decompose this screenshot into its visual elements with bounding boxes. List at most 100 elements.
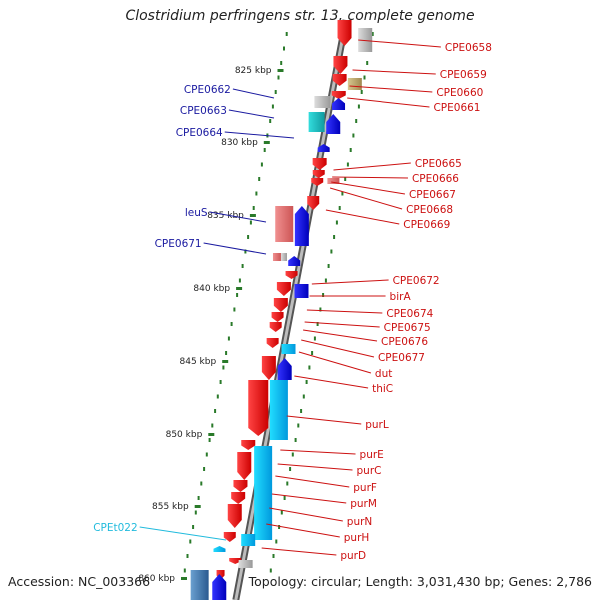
scale-tick-label: 850 kbp [166,430,203,440]
gene-label-cpe0677[interactable]: CPE0677 [378,352,425,364]
cds-reverse [241,440,256,450]
gc-dot [230,322,233,326]
scale-tick-mark [181,577,187,580]
gc-dot [313,336,316,341]
gc-dot [260,162,263,167]
cds-reverse [233,480,248,492]
gene-label-purf[interactable]: purF [353,482,377,494]
accession-text: Accession: NC_003366 [8,574,151,589]
rrna-cyan [254,446,273,540]
gc-dot [363,75,366,80]
gc-dot [319,307,322,312]
gene-label-purl[interactable]: purL [365,419,389,431]
gene-label-cpe0659-leader [352,69,436,75]
cds-gray [358,28,373,52]
gene-label-cpe0663[interactable]: CPE0663 [180,105,227,117]
gc-dot [283,496,286,500]
gene-label-cpe0658[interactable]: CPE0658 [445,42,492,54]
cds-gray [314,96,331,108]
cds-reverse [273,298,288,312]
cds-pink [272,253,281,261]
gene-label-cpe0676[interactable]: CPE0676 [381,336,428,348]
gene-labels: CPE0658 CPE0659 CPE0660 CPE0661 CPE0665 CPE06… [93,39,492,562]
gene-label-cpe0666[interactable]: CPE0666 [412,173,459,185]
gene-label-cpet022[interactable]: CPEt022 [93,522,137,534]
gene-label-cpe0672-leader [311,279,389,285]
trna-cyan [213,546,226,552]
feature-track [190,20,373,600]
gc-dot [189,539,192,544]
gene-label-bira[interactable]: birA [390,291,412,303]
gc-dot [275,539,278,544]
cds-reverse [223,532,236,542]
cds-reverse [276,282,291,296]
gene-label-cpe0671-leader [203,242,267,255]
scale-tick-mark [277,69,284,72]
gene-label-cpe0665[interactable]: CPE0665 [415,158,462,170]
cds-reverse [229,558,242,564]
cds-reverse [332,74,347,86]
gene-label-cpe0672[interactable]: CPE0672 [393,275,440,287]
gc-dot [183,568,186,573]
scale-tick-label: 840 kbp [193,284,230,294]
cds-cyan-box [281,344,296,354]
gene-label-purm[interactable]: purM [350,498,377,510]
gc-dot [280,510,283,515]
gene-label-cpe0664[interactable]: CPE0664 [176,127,223,139]
gene-label-cpe0660[interactable]: CPE0660 [436,87,483,99]
gc-dot [197,496,200,500]
gc-dot [192,525,195,529]
gc-dot [371,32,374,36]
gene-label-dut[interactable]: dut [375,368,392,380]
gc-dot [249,220,252,225]
gene-label-cpe0676-leader [303,329,378,342]
gene-label-purc[interactable]: purC [357,465,382,477]
gene-label-purc-leader [277,463,353,471]
cds-gray [238,560,253,568]
gc-dot [291,452,294,457]
gc-dot [366,61,369,65]
gene-label-cpe0671[interactable]: CPE0671 [155,238,202,250]
gc-dot [222,365,225,370]
gc-dot [216,394,219,399]
gene-label-purn[interactable]: purN [347,516,373,528]
gc-dot [269,119,272,123]
gene-label-cpe0674[interactable]: CPE0674 [386,308,433,320]
gene-label-leus[interactable]: leuS [185,207,208,219]
gc-dot [200,481,203,486]
gene-label-cpe0667-leader [331,181,406,195]
gene-label-cpe0667[interactable]: CPE0667 [409,189,456,201]
gene-label-cpe0668[interactable]: CPE0668 [406,204,453,216]
gc-dot [333,235,336,239]
scale-tick-mark [208,433,215,436]
gc-dot [278,525,281,529]
gc-dot [289,467,292,471]
gene-label-thic-leader [294,375,369,389]
gene-label-cpe0662[interactable]: CPE0662 [184,84,231,96]
gc-dot [272,554,275,558]
gc-dot [205,452,208,457]
map-title: Clostridium perfringens str. 13, complet… [125,8,475,24]
gene-label-cpe0669[interactable]: CPE0669 [403,219,450,231]
gene-label-cpe0666-leader [332,176,408,179]
gene-label-cpe0675[interactable]: CPE0675 [384,322,431,334]
scale-tick-label: 835 kbp [207,211,244,221]
gene-label-thic[interactable]: thiC [372,383,393,395]
gene-label-cpet022-leader [139,526,227,541]
gc-dot [283,46,285,51]
gene-label-purl-leader [286,415,362,425]
gene-label-cpe0659[interactable]: CPE0659 [440,69,487,81]
gene-label-pure[interactable]: purE [360,449,384,461]
cds-reverse [261,356,276,380]
gene-label-cpe0675-leader [304,321,380,328]
cds-reverse [227,504,242,528]
gene-label-cpe0660-leader [349,85,433,93]
scale-tick-label: 860 kbp [138,574,175,584]
gene-label-purd[interactable]: purD [340,550,366,562]
gene-label-cpe0661[interactable]: CPE0661 [433,102,480,114]
gc-dot [302,394,305,399]
gene-label-purh[interactable]: purH [344,532,370,544]
gc-dot [255,191,258,196]
